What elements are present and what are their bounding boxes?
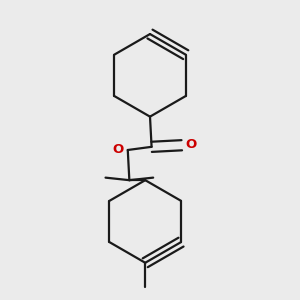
Text: O: O — [186, 138, 197, 151]
Text: O: O — [112, 142, 124, 155]
